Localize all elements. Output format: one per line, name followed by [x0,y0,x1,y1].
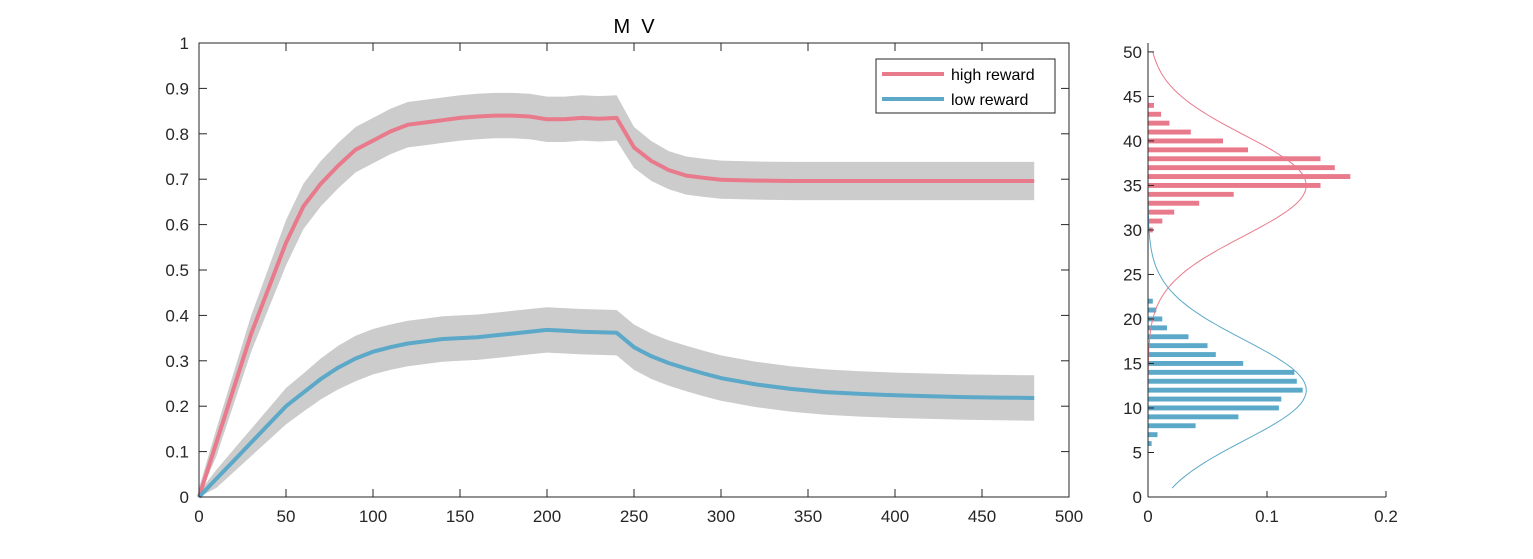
hist-bar-1 [1148,298,1153,304]
x-tick-label: 200 [533,507,561,526]
y-tick-label: 0.5 [165,261,189,280]
hist-bar-0 [1148,218,1163,224]
x-tick-label: 100 [359,507,387,526]
x-tick-label: 0 [194,507,203,526]
hist-x-tick-label: 0.2 [1374,507,1398,526]
hist-y-tick-label: 50 [1123,43,1142,62]
main-line-chart: 0 50 100 150 200 250 300 350 400 450 500 0 0.1 0.2 0.3… [165,16,1083,526]
series-line-0 [197,113,1035,498]
x-tick-label: 350 [794,507,822,526]
hist-bar-0 [1148,120,1170,126]
hist-y-tick-label: 5 [1133,443,1142,462]
x-tick-label: 150 [446,507,474,526]
x-tick-label: 450 [968,507,996,526]
confidence-band-1 [199,307,1035,497]
hist-bar-1 [1148,352,1216,357]
hist-bar-1 [1148,423,1196,429]
hist-y-tick-label: 45 [1123,87,1142,106]
chart-title: M V [613,16,655,38]
y-tick-label: 0 [180,488,189,507]
series-line-1 [197,327,1035,499]
hist-bar-1 [1148,441,1152,446]
x-tick-label: 50 [277,507,296,526]
y-tick-label: 0.1 [165,443,189,462]
hist-bar-1 [1148,334,1189,340]
hist-bar-0 [1148,183,1321,188]
hist-bar-1 [1148,387,1303,393]
legend-label-1: low reward [951,92,1028,109]
hist-y-tick-label: 15 [1123,354,1142,373]
hist-bar-1 [1148,307,1157,313]
hist-bar-1 [1148,396,1282,402]
hist-bar-0 [1148,156,1321,162]
hist-x-tick-label: 0 [1143,507,1152,526]
hist-y-tick-label: 10 [1123,399,1142,418]
y-tick-label: 0.4 [165,306,189,325]
hist-bar-1 [1148,325,1167,331]
hist-y-tick-label: 40 [1123,132,1142,151]
hist-x-tick-label: 0.1 [1255,507,1279,526]
hist-bar-0 [1148,174,1351,179]
hist-bar-0 [1148,102,1154,108]
y-tick-label: 0.6 [165,216,189,235]
hist-bar-1 [1148,361,1244,366]
y-tick-label: 1 [180,34,189,53]
legend-label-0: high reward [951,67,1035,84]
x-tick-label: 300 [707,507,735,526]
y-tick-label: 0.2 [165,397,189,416]
hist-bar-1 [1148,316,1163,322]
hist-bar-1 [1148,378,1297,384]
y-tick-label: 0.3 [165,352,189,371]
hist-bar-0 [1148,209,1175,215]
hist-bar-0 [1148,191,1234,197]
hist-y-tick-label: 20 [1123,310,1142,329]
hist-bar-0 [1148,138,1223,144]
hist-bar-0 [1148,129,1191,135]
x-tick-label: 400 [881,507,909,526]
hist-bar-0 [1148,111,1162,117]
y-tick-label: 0.8 [165,125,189,144]
hist-bar-0 [1148,147,1248,153]
hist-bar-1 [1148,414,1239,420]
confidence-band-0 [199,92,1035,498]
hist-y-tick-label: 30 [1123,221,1142,240]
hist-bar-0 [1148,165,1335,171]
hist-y-tick-label: 25 [1123,265,1142,284]
y-tick-label: 0.7 [165,170,189,189]
x-tick-label: 250 [620,507,648,526]
histogram-chart: 0 0.1 0.2 0 5 10 15 20 25 30 35 40 45 50 [1123,43,1398,526]
hist-y-tick-label: 35 [1123,176,1142,195]
hist-bar-0 [1148,200,1200,206]
hist-y-tick-label: 0 [1133,488,1142,507]
hist-bar-1 [1148,369,1295,375]
hist-bar-1 [1148,405,1279,411]
hist-bar-1 [1148,432,1158,438]
hist-bar-1 [1148,343,1208,349]
legend-box [875,58,1056,114]
y-tick-label: 0.9 [165,79,189,98]
x-tick-label: 500 [1055,507,1083,526]
